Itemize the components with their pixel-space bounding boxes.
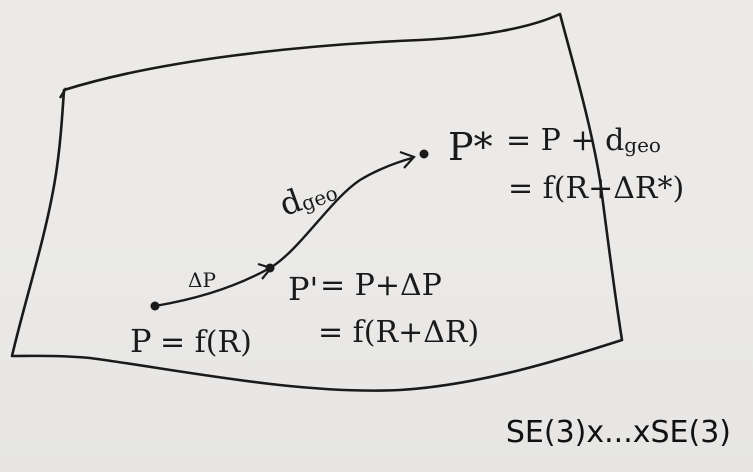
point-p — [150, 301, 160, 311]
formula-p-prime-line2: = f(R+ΔR) — [318, 315, 479, 350]
label-point-p: P — [130, 322, 152, 360]
curve-d-geo — [269, 156, 413, 270]
label-d-geo: dgeo — [274, 168, 341, 223]
curve-delta-p — [154, 266, 271, 308]
label-point-p-star: P* — [448, 125, 493, 169]
label-point-p-prime: P' — [288, 270, 318, 308]
formula-point-p: = f(R) — [160, 325, 252, 360]
formula-p-prime-line1: = P+ΔP — [320, 268, 442, 303]
manifold-corner-tick — [58, 87, 68, 99]
point-p-star — [419, 149, 429, 159]
label-delta-p: ΔP — [188, 268, 216, 292]
formula-p-star-line2: = f(R+ΔR*) — [508, 171, 684, 206]
manifold-label: SE(3)x...xSE(3) — [505, 415, 731, 450]
manifold-outline — [10, 12, 624, 392]
formula-p-star-line1: = P + dgeo — [506, 123, 661, 158]
arrow-head-p-star — [399, 150, 416, 169]
point-p-prime — [265, 263, 275, 273]
